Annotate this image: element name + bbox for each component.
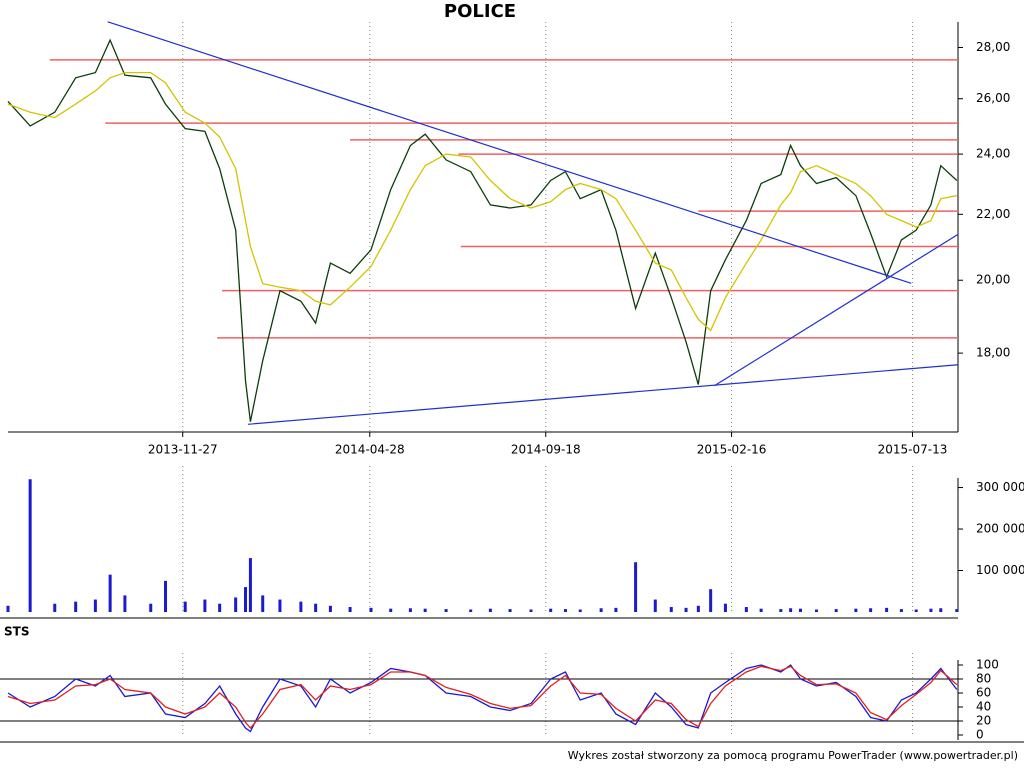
volume-bar — [278, 599, 282, 612]
series-line — [7, 664, 958, 733]
y-tick-label: 60 — [976, 686, 991, 700]
x-tick-label: 2015-02-16 — [697, 443, 767, 457]
volume-bar — [798, 608, 802, 612]
y-tick-label: 80 — [976, 672, 991, 686]
volume-bar — [599, 608, 603, 612]
volume-bar — [789, 608, 793, 612]
volume-bar — [696, 605, 700, 612]
volume-bar — [814, 609, 818, 612]
volume-bar — [885, 607, 889, 612]
y-tick-label: 40 — [976, 700, 991, 714]
volume-bar — [563, 609, 567, 612]
y-tick-label: 200 000 — [976, 522, 1024, 536]
volume-bar — [218, 603, 222, 612]
volume-bar — [723, 603, 727, 612]
y-tick-label: 300 000 — [976, 480, 1024, 494]
volume-bar — [614, 607, 618, 612]
volume-bar — [669, 607, 673, 612]
footer: Wykres został stworzony za pomocą progra… — [568, 749, 1018, 762]
volume-bar — [779, 609, 783, 612]
volume-bar — [314, 603, 318, 612]
volume-bar — [955, 609, 959, 612]
volume-bar — [203, 599, 207, 612]
volume-bar — [444, 609, 448, 612]
volume-bar — [939, 608, 943, 612]
volume-bar — [299, 601, 303, 612]
y-tick-label: 18,00 — [976, 346, 1010, 360]
volume-bar — [369, 607, 373, 612]
volume-bar — [149, 603, 153, 612]
y-tick-label: 22,00 — [976, 207, 1010, 221]
volume-bar — [854, 608, 858, 612]
chart-title: POLICE — [444, 1, 516, 22]
volume-bar — [348, 607, 352, 612]
panel-title: STS — [4, 625, 29, 639]
volume-bar — [28, 479, 32, 612]
y-tick-label: 26,00 — [976, 91, 1010, 105]
x-tick-label: 2014-09-18 — [511, 443, 581, 457]
volume-bar — [634, 562, 638, 612]
y-tick-label: 24,00 — [976, 147, 1010, 161]
y-tick-label: 0 — [976, 728, 984, 742]
volume-bar — [653, 599, 657, 612]
series-line — [7, 665, 958, 729]
volume-bar — [408, 608, 412, 612]
volume-bar — [6, 605, 10, 612]
volume-bar — [328, 605, 332, 612]
volume-bar — [244, 587, 247, 612]
volume-bar — [834, 609, 838, 612]
trend-line — [714, 233, 959, 387]
volume-bar — [53, 603, 57, 612]
y-tick-label: 28,00 — [976, 40, 1010, 54]
volume-bar — [709, 589, 713, 612]
x-tick-label: 2014-04-28 — [335, 443, 405, 457]
volume-bar — [164, 580, 168, 612]
volume-bar — [93, 599, 97, 612]
volume-bar — [108, 574, 112, 612]
volume-bar — [899, 609, 903, 612]
volume-bar — [914, 609, 918, 612]
y-tick-label: 20 — [976, 714, 991, 728]
volume-bar — [488, 608, 492, 612]
volume-bar — [684, 607, 688, 612]
x-tick-label: 2015-07-13 — [878, 443, 948, 457]
y-tick-label: 100 — [976, 658, 999, 672]
volume-bar — [869, 608, 873, 612]
volume-bar — [248, 558, 252, 612]
volume-bar — [508, 609, 512, 612]
volume-bar — [389, 608, 393, 612]
volume-bar — [423, 608, 427, 612]
volume-bar — [759, 608, 763, 612]
volume-bar — [234, 597, 238, 612]
volume-bar — [549, 608, 553, 612]
volume-bar — [469, 609, 473, 612]
trend-line — [107, 21, 912, 284]
volume-bar — [123, 595, 127, 612]
volume-bar — [744, 607, 748, 612]
y-tick-label: 100 000 — [976, 563, 1024, 577]
volume-bar — [74, 601, 78, 612]
y-tick-label: 20,00 — [976, 273, 1010, 287]
series-line — [7, 71, 957, 332]
x-tick-label: 2013-11-27 — [148, 443, 218, 457]
trend-line — [247, 364, 959, 425]
volume-bar — [261, 595, 265, 612]
volume-bar — [578, 609, 582, 612]
volume-bar — [529, 609, 533, 612]
volume-bar — [929, 608, 933, 612]
series-line — [7, 38, 958, 422]
volume-bar — [183, 601, 187, 612]
